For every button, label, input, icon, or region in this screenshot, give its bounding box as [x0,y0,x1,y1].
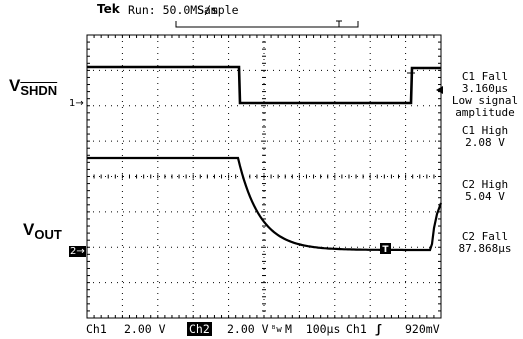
acquisition-mode: Sample [197,3,239,17]
vshdn-label: VSHDN [9,76,58,98]
vout-label: VOUT [23,220,62,242]
record-bracket [175,20,359,28]
measurement-c2-fall: C2 Fall 87.868µs [458,230,512,255]
ch1-trace [87,65,441,105]
run-status: Run: 50.0MS/s [128,3,219,17]
brand-label: Tek [97,2,120,16]
timebase: M 100µs [285,322,341,336]
cursor-t-marker: T [380,243,391,255]
ch2-trace [87,156,443,252]
bw-limit-icon: ᴮw [271,325,282,335]
svg-text:T: T [382,245,389,255]
measurement-c1-high: C1 High 2.08 V [461,124,509,149]
ch1-ground-marker: 1→ [69,98,84,109]
graticule [86,34,442,319]
measurement-c1-fall: C1 Fall 3.160µs Low signal amplitude [451,70,519,119]
ch1-label: Ch1 [86,322,107,336]
ch2-scale: 2.00 V [227,322,269,336]
ch2-ground-marker: 2→ [69,246,86,257]
trigger-level: 920mV [405,322,440,336]
trigger-level-arrow [436,86,443,94]
trigger-position-marker [407,72,415,84]
trigger-source: Ch1 [346,322,367,336]
ch2-label: Ch2 [187,322,212,336]
measurement-c2-high: C2 High 5.04 V [461,178,509,203]
trigger-slope-icon: ʃ [375,322,382,336]
ch1-scale: 2.00 V [124,322,166,336]
